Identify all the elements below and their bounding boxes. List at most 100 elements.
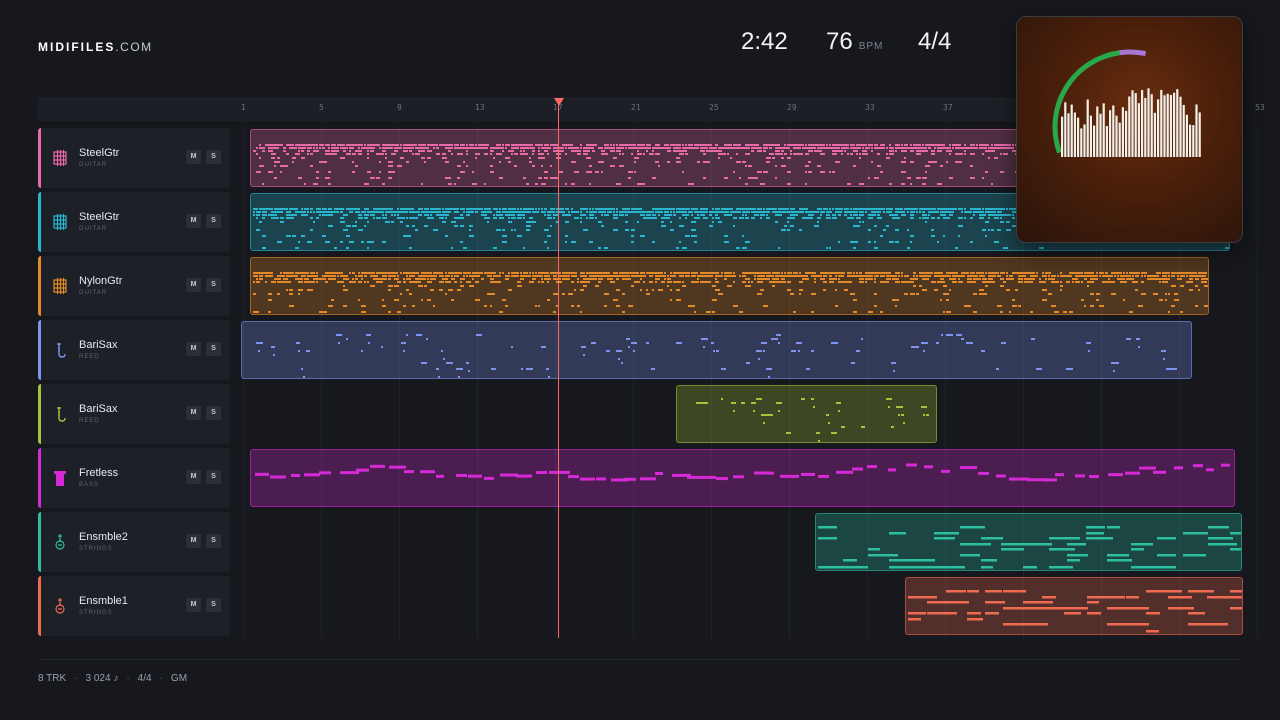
mute-button[interactable]: M: [186, 470, 201, 484]
midi-clip[interactable]: [250, 449, 1235, 507]
midi-note: [1126, 278, 1131, 280]
mute-button[interactable]: M: [186, 406, 201, 420]
midi-note: [265, 275, 270, 277]
mute-button[interactable]: M: [186, 278, 201, 292]
midi-note: [780, 474, 799, 478]
grid-line: [1257, 127, 1258, 639]
track-header[interactable]: BariSax REED M S: [38, 320, 230, 380]
arrangement-grid[interactable]: [240, 127, 1258, 639]
midi-note: [457, 208, 459, 210]
midi-note: [580, 477, 595, 481]
midi-note: [388, 165, 393, 167]
midi-note: [295, 144, 300, 146]
midi-note: [1135, 281, 1138, 283]
midi-note: [667, 161, 670, 163]
midi-note: [943, 275, 948, 277]
track-header[interactable]: Ensmble1 STRINGS M S: [38, 576, 230, 636]
midi-note: [415, 278, 418, 280]
midi-note: [406, 278, 409, 280]
midi-note: [336, 334, 342, 336]
midi-note: [1001, 548, 1024, 551]
midi-note: [490, 147, 495, 149]
midi-note: [493, 272, 496, 274]
midi-note: [358, 144, 363, 146]
midi-clip[interactable]: [676, 385, 937, 443]
midi-clip[interactable]: [241, 321, 1192, 379]
midi-note: [1186, 272, 1191, 274]
midi-note: [571, 211, 574, 213]
midi-note: [403, 281, 406, 283]
visualizer-bar: [1070, 104, 1073, 157]
midi-note: [592, 208, 594, 210]
mute-button[interactable]: M: [186, 150, 201, 164]
midi-note: [703, 346, 705, 348]
track-header[interactable]: NylonGtr GUITAR M S: [38, 256, 230, 316]
midi-clip[interactable]: [905, 577, 1243, 635]
midi-note: [739, 208, 742, 210]
solo-button[interactable]: S: [206, 534, 221, 548]
midi-note: [1023, 543, 1052, 546]
playhead-handle[interactable]: [554, 98, 564, 106]
midi-note: [745, 241, 750, 243]
midi-note: [286, 217, 289, 219]
midi-note: [958, 161, 962, 163]
midi-note: [268, 293, 272, 295]
midi-note: [346, 208, 349, 210]
midi-note: [412, 275, 415, 277]
midi-note: [652, 214, 656, 216]
logo[interactable]: MIDIFILES.COM: [38, 40, 153, 54]
midi-note: [1171, 305, 1175, 307]
playhead[interactable]: [558, 104, 559, 638]
midi-note: [397, 311, 401, 313]
midi-note: [457, 217, 460, 219]
midi-note: [1221, 463, 1230, 467]
midi-note: [286, 144, 289, 146]
solo-button[interactable]: S: [206, 278, 221, 292]
midi-note: [322, 161, 327, 163]
midi-note: [310, 165, 313, 167]
solo-button[interactable]: S: [206, 470, 221, 484]
midi-note: [766, 147, 768, 149]
midi-note: [880, 272, 883, 274]
mute-button[interactable]: M: [186, 534, 201, 548]
midi-clip[interactable]: [250, 129, 1020, 187]
midi-note: [949, 153, 951, 155]
track-header[interactable]: Fretless BASS M S: [38, 448, 230, 508]
solo-button[interactable]: S: [206, 406, 221, 420]
midi-clip[interactable]: [250, 257, 1209, 315]
midi-note: [916, 177, 921, 179]
midi-note: [931, 208, 934, 210]
solo-button[interactable]: S: [206, 214, 221, 228]
midi-note: [865, 275, 869, 277]
midi-note: [835, 208, 840, 210]
mute-button[interactable]: M: [186, 214, 201, 228]
midi-note: [814, 281, 816, 283]
midi-note: [583, 208, 586, 210]
track-header[interactable]: SteelGtr GUITAR M S: [38, 192, 230, 252]
solo-button[interactable]: S: [206, 150, 221, 164]
track-header[interactable]: SteelGtr GUITAR M S: [38, 128, 230, 188]
midi-note: [412, 217, 416, 219]
midi-note: [768, 376, 770, 378]
midi-note: [856, 208, 860, 210]
midi-note: [547, 281, 549, 283]
midi-note: [1195, 285, 1198, 287]
midi-note: [1147, 275, 1152, 277]
visualizer-bar: [1141, 90, 1144, 157]
midi-note: [526, 229, 530, 231]
solo-button[interactable]: S: [206, 598, 221, 612]
midi-note: [499, 161, 501, 163]
mute-button[interactable]: M: [186, 342, 201, 356]
midi-note: [628, 346, 630, 348]
midi-note: [307, 241, 312, 243]
midi-note: [673, 281, 677, 283]
track-header[interactable]: BariSax REED M S: [38, 384, 230, 444]
midi-clip[interactable]: [815, 513, 1242, 571]
midi-note: [562, 272, 566, 274]
midi-note: [643, 144, 645, 146]
track-header[interactable]: Ensmble2 STRINGS M S: [38, 512, 230, 572]
solo-button[interactable]: S: [206, 342, 221, 356]
midi-note: [688, 272, 690, 274]
mute-button[interactable]: M: [186, 598, 201, 612]
midi-note: [970, 147, 973, 149]
